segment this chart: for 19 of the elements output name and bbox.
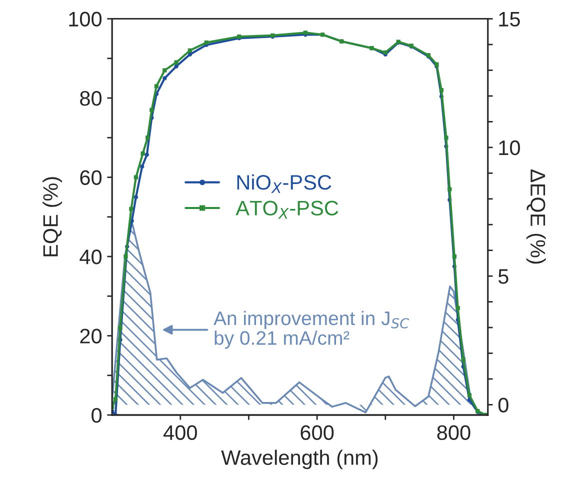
y-axis-title: EQE (%) xyxy=(42,177,62,256)
y-tick-label: 40 xyxy=(80,250,102,264)
y-tick-label: 0 xyxy=(92,408,102,423)
y2-tick-label: 10 xyxy=(499,140,520,156)
y-tick-label: 100 xyxy=(69,12,102,27)
y-tick-label: 80 xyxy=(80,91,102,106)
x-tick-label: 400 xyxy=(164,425,197,440)
legend-label: ATO$_{X}$-PSC xyxy=(236,200,338,219)
x-tick-label: 600 xyxy=(300,425,334,440)
legend-label: NiO$_{X}$-PSC xyxy=(237,174,332,193)
y2-tick-label: 0 xyxy=(498,398,508,412)
x-axis-title: Wavelength (nm) xyxy=(221,450,378,470)
y2-tick-label: 5 xyxy=(498,269,508,284)
text: An improvement in J$_{SC}$ by 0.21 mA/cm² xyxy=(214,310,410,349)
y-tick-label: 20 xyxy=(80,328,102,344)
y-tick-label: 60 xyxy=(80,170,102,186)
y2-axis-title: ΔEQE (%) xyxy=(526,169,546,264)
x-tick-label: 800 xyxy=(437,425,470,440)
y2-tick-label: 15 xyxy=(499,12,520,27)
